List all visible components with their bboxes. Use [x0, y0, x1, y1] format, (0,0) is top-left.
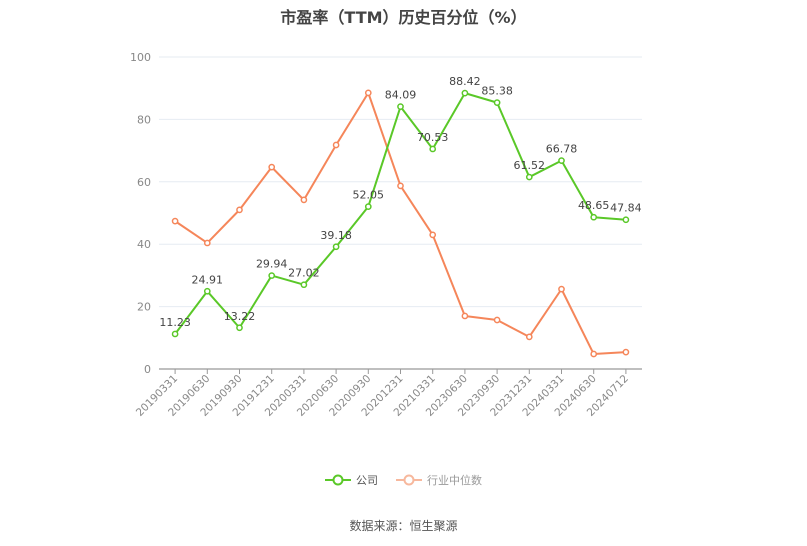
data-label: 29.94 [256, 258, 288, 271]
data-point [622, 348, 630, 356]
legend: 公司 行业中位数 [0, 472, 807, 488]
data-label: 27.02 [288, 267, 320, 280]
data-point [590, 350, 598, 358]
data-point [300, 281, 308, 289]
data-point [558, 157, 565, 164]
data-point [429, 231, 437, 239]
y-tick-label: 80 [137, 113, 151, 126]
data-point [203, 287, 211, 295]
data-point [525, 173, 533, 181]
data-label: 61.52 [514, 159, 546, 172]
data-point [622, 216, 630, 224]
circle-line-icon [396, 474, 422, 486]
data-point [332, 243, 340, 251]
data-point [397, 182, 404, 190]
data-label: 52.05 [353, 189, 385, 202]
data-label: 39.18 [320, 229, 352, 242]
data-point [236, 206, 243, 214]
grid-lines [159, 56, 642, 308]
data-point [525, 333, 533, 341]
data-point [268, 272, 276, 279]
legend-item[interactable]: 行业中位数 [396, 472, 482, 488]
data-point [493, 316, 501, 324]
data-point [203, 239, 211, 247]
data-label: 85.38 [481, 85, 513, 98]
data-point [461, 89, 469, 97]
data-point [429, 145, 437, 153]
data-point [364, 89, 372, 97]
data-label: 13.22 [224, 310, 256, 323]
data-label: 47.84 [610, 202, 642, 215]
chart-title: 市盈率（TTM）历史百分位（%） [280, 8, 527, 27]
data-label: 24.91 [192, 273, 224, 286]
data-point [558, 285, 565, 293]
y-tick-label: 20 [137, 301, 151, 314]
data-point [332, 141, 340, 149]
data-point [171, 330, 179, 338]
y-tick-label: 100 [130, 51, 151, 64]
legend-label: 行业中位数 [427, 474, 482, 487]
data-label: 84.09 [385, 89, 417, 102]
y-tick-label: 60 [137, 176, 151, 189]
y-tick-label: 0 [144, 363, 151, 376]
data-point [171, 217, 179, 225]
legend-item[interactable]: 公司 [325, 472, 378, 488]
y-axis-ticks: 0 20 40 60 80 100 [130, 51, 151, 376]
data-point [300, 196, 308, 204]
data-point [590, 213, 598, 221]
data-point [461, 312, 469, 320]
data-point [268, 163, 276, 171]
data-label: 70.53 [417, 131, 449, 144]
data-label: 11.23 [159, 316, 191, 329]
data-label: 66.78 [546, 143, 578, 156]
data-label: 88.42 [449, 75, 481, 88]
data-point [364, 203, 372, 210]
data-point [493, 99, 501, 106]
circle-line-icon [325, 474, 351, 486]
legend-label: 公司 [356, 474, 378, 487]
data-point [236, 324, 243, 332]
x-axis: 2019033120190630201909302019123120200331… [134, 368, 642, 419]
data-source: 数据来源：恒生聚源 [349, 519, 458, 533]
data-label: 48.65 [578, 199, 610, 212]
series-lines [171, 89, 630, 358]
data-point [397, 103, 404, 110]
series-line [174, 92, 626, 335]
y-tick-label: 40 [137, 238, 151, 251]
